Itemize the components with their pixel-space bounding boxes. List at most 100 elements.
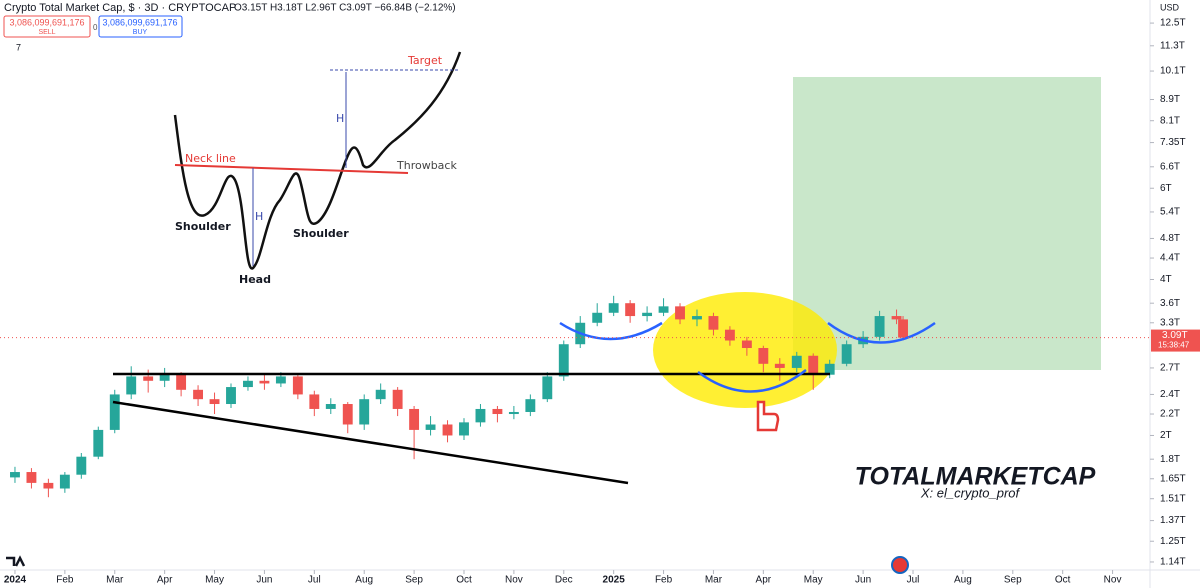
target-zone <box>793 77 1101 370</box>
y-tick-label: 8.9T <box>1160 94 1180 105</box>
watermark-title: TOTALMARKETCAP <box>855 463 1096 491</box>
target-label: Target <box>407 54 443 67</box>
candle-body <box>841 344 852 364</box>
y-tick-label: 7.35T <box>1160 137 1186 148</box>
inset-neckline <box>174 164 409 174</box>
shoulder-label: Shoulder <box>175 220 231 233</box>
x-tick-label: Jun <box>855 575 871 586</box>
candle-body <box>176 374 187 390</box>
candle-body <box>642 312 653 317</box>
candle-body <box>625 303 636 317</box>
x-tick-label: Feb <box>56 575 74 586</box>
header: Crypto Total Market Cap, $ · 3D · CRYPTO… <box>3 2 1180 52</box>
candle-body <box>159 374 170 381</box>
candle-body <box>309 394 320 409</box>
spread: 0 <box>93 23 98 32</box>
throwback-label: Throwback <box>396 159 457 172</box>
inset-panel <box>155 40 468 290</box>
x-tick-label: Jul <box>907 575 920 586</box>
candle-body <box>26 472 37 483</box>
x-tick-label: Oct <box>1055 575 1071 586</box>
y-tick-label: 11.3T <box>1160 40 1185 51</box>
candle-body <box>59 474 70 489</box>
candle-body <box>508 411 519 415</box>
event-flag <box>891 556 909 574</box>
sell-button[interactable] <box>3 15 91 38</box>
x-tick-label: Apr <box>756 575 772 586</box>
y-tick-label: 1.51T <box>1160 493 1186 504</box>
x-tick-label: Aug <box>954 575 972 586</box>
candle-body <box>10 472 20 478</box>
x-tick-label: Nov <box>1104 575 1122 586</box>
candle-body <box>392 389 403 409</box>
arc-left-shoulder <box>559 321 663 341</box>
candle-body <box>475 408 486 423</box>
candle-body <box>292 376 303 395</box>
x-tick-label: Mar <box>705 575 723 586</box>
x-tick-label: Jul <box>308 575 321 586</box>
candle-body <box>325 404 336 409</box>
candle-body <box>43 482 54 489</box>
candle-body <box>93 429 104 457</box>
x-tick-label: Mar <box>106 575 124 586</box>
buy-button[interactable] <box>98 15 183 38</box>
last-price-label: 3.09T <box>1162 330 1188 341</box>
candle-body <box>226 387 236 405</box>
candle-body <box>459 422 469 436</box>
candle-body <box>824 363 835 375</box>
x-tick-label: Jun <box>256 575 272 586</box>
candle-body <box>359 399 370 425</box>
h-label: H <box>255 210 263 223</box>
candle-body <box>774 363 785 368</box>
x-tick-label: Sep <box>405 575 423 586</box>
candle-body <box>109 394 120 430</box>
x-tick-label: Dec <box>555 575 573 586</box>
y-tick-label: 2.2T <box>1160 409 1180 420</box>
logo <box>6 555 26 567</box>
candle-body <box>791 355 802 368</box>
x-tick-label: Nov <box>505 575 523 586</box>
candle-body <box>724 329 735 341</box>
candle-body <box>891 316 902 320</box>
head-label: Head <box>239 273 271 286</box>
y-tick-label: 10.1T <box>1160 66 1186 77</box>
annotation-background <box>653 77 1101 408</box>
y-tick-label: 4T <box>1160 274 1172 285</box>
y-tick-label: 1.14T <box>1160 557 1186 568</box>
indicator-count[interactable]: 7 <box>16 42 21 52</box>
last-price-box <box>1151 329 1200 352</box>
candle-body <box>898 319 908 338</box>
y-tick-label: 1.25T <box>1160 536 1186 547</box>
x-tick-label: May <box>205 575 224 586</box>
x-tick-label: 2024 <box>4 575 27 586</box>
x-tick-label: Aug <box>355 575 373 586</box>
candle-body <box>608 303 619 313</box>
arc-head <box>697 369 807 393</box>
candle-body <box>658 306 669 313</box>
buy-price: 3,086,099,691,176 <box>102 17 177 27</box>
y-tick-label: 2.7T <box>1160 363 1180 374</box>
y-tick-label: 1.65T <box>1160 473 1186 484</box>
watermark-author: X: el_crypto_prof <box>920 485 1021 500</box>
sell-price: 3,086,099,691,176 <box>9 17 84 27</box>
y-tick-label: 12.5T <box>1160 18 1186 29</box>
currency: USD <box>1160 2 1180 12</box>
candle-body <box>209 399 220 405</box>
x-tick-label: Apr <box>157 575 173 586</box>
candle-body <box>126 376 137 395</box>
candle-body <box>243 380 253 388</box>
ohlc-summary: O3.15T H3.18T L2.96T C3.09T −66.84B (−2.… <box>234 3 456 14</box>
candle-body <box>525 399 536 412</box>
candle-body <box>675 306 685 320</box>
y-tick-label: 5.4T <box>1160 207 1180 218</box>
inset-diagram: Target H Neck line Throwback Shoulder H … <box>155 40 468 290</box>
buy-label: BUY <box>133 29 148 36</box>
candle-body <box>692 316 702 320</box>
neck-line-label: Neck line <box>185 152 236 165</box>
candle-body <box>409 408 420 430</box>
candle-body <box>442 424 453 436</box>
candle-body <box>193 389 204 400</box>
annotations <box>6 321 936 574</box>
arc-right-shoulder <box>827 321 936 344</box>
